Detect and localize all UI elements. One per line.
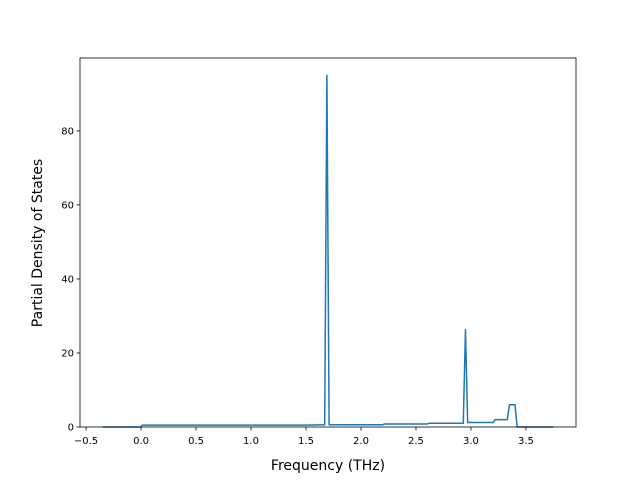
plot-frame <box>79 57 577 428</box>
x-tick-label: 0.0 <box>133 436 149 447</box>
y-tick-label: 40 <box>61 274 74 285</box>
x-tick-label: −0.5 <box>74 436 98 447</box>
x-axis-label: Frequency (THz) <box>271 458 385 474</box>
y-tick-label: 60 <box>61 200 74 211</box>
x-tick-label: 2.5 <box>408 436 424 447</box>
y-tick-label: 80 <box>61 126 74 137</box>
y-tick-label: 20 <box>61 348 74 359</box>
x-tick-label: 2.0 <box>353 436 369 447</box>
y-axis-label: Partial Density of States <box>30 159 46 327</box>
x-tick-label: 1.5 <box>298 436 314 447</box>
data-line <box>102 74 554 428</box>
y-tick-label: 0 <box>68 423 74 434</box>
x-tick-label: 3.5 <box>518 436 534 447</box>
x-tick-label: 1.0 <box>243 436 259 447</box>
x-tick-label: 3.0 <box>463 436 479 447</box>
x-tick-label: 0.5 <box>188 436 204 447</box>
